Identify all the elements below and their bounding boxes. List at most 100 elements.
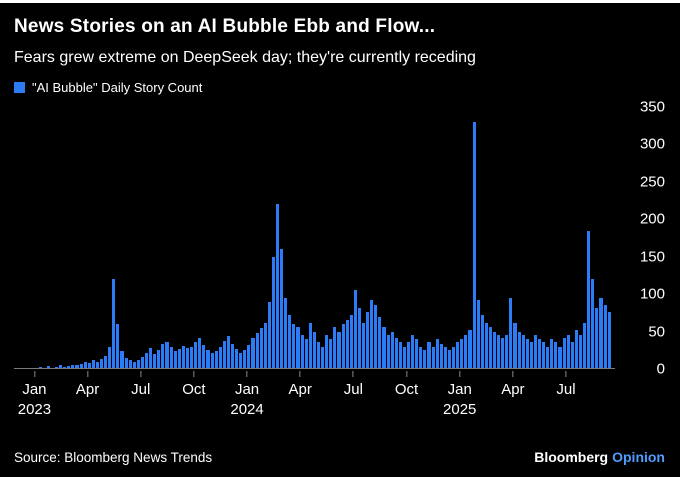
bar bbox=[460, 339, 464, 369]
x-axis-label: Jul bbox=[131, 380, 151, 398]
bar bbox=[46, 366, 50, 369]
bar bbox=[214, 351, 218, 369]
bar bbox=[185, 348, 190, 369]
bar bbox=[435, 339, 439, 369]
bar bbox=[99, 358, 104, 369]
bar bbox=[312, 331, 316, 369]
bar bbox=[607, 312, 611, 369]
bar bbox=[538, 339, 542, 369]
bar bbox=[63, 366, 67, 369]
footer: Source: Bloomberg News Trends Bloomberg O… bbox=[14, 449, 665, 465]
brand-bloomberg: Bloomberg bbox=[534, 449, 609, 465]
bar bbox=[386, 334, 390, 369]
bar bbox=[251, 337, 255, 369]
bar bbox=[292, 324, 296, 369]
chart-title: News Stories on an AI Bubble Ebb and Flo… bbox=[14, 16, 436, 37]
y-axis-label: 150 bbox=[639, 248, 665, 266]
bar bbox=[329, 339, 333, 369]
bar bbox=[488, 327, 492, 369]
bar bbox=[587, 230, 591, 369]
bar bbox=[456, 342, 460, 369]
bar bbox=[492, 331, 497, 369]
bar bbox=[570, 342, 574, 369]
brand-opinion: Opinion bbox=[612, 449, 665, 465]
y-axis-label: 350 bbox=[639, 98, 665, 116]
bar bbox=[525, 339, 529, 369]
bar bbox=[484, 322, 488, 369]
x-axis-tick: Apr bbox=[289, 370, 312, 400]
x-axis-tick: Jul bbox=[556, 370, 576, 400]
bar bbox=[517, 331, 521, 369]
bar bbox=[337, 331, 341, 369]
bar bbox=[67, 366, 71, 369]
bar bbox=[431, 346, 435, 369]
bar bbox=[247, 345, 251, 369]
bar bbox=[325, 334, 329, 369]
bar bbox=[181, 345, 185, 369]
chart: Jan 2023 Apr Jul Oct Jan 2024 Apr Jul Oct Jan 2025 A… bbox=[14, 98, 665, 421]
bar bbox=[402, 346, 406, 369]
bar bbox=[75, 365, 79, 369]
x-axis-label: Apr bbox=[75, 380, 100, 398]
bar bbox=[79, 363, 83, 369]
bar bbox=[357, 307, 361, 369]
bar bbox=[521, 334, 525, 369]
bar bbox=[353, 290, 357, 369]
bar bbox=[206, 349, 210, 369]
bar bbox=[239, 352, 243, 369]
bar bbox=[316, 342, 321, 369]
bar bbox=[267, 301, 271, 369]
bar bbox=[243, 349, 247, 369]
bar bbox=[407, 342, 411, 369]
bar bbox=[120, 351, 124, 369]
bar bbox=[259, 327, 263, 369]
bar bbox=[447, 349, 452, 369]
tick-mark bbox=[87, 370, 89, 377]
bar bbox=[321, 346, 325, 369]
bar bbox=[296, 327, 300, 369]
legend-label: "AI Bubble" Daily Story Count bbox=[32, 79, 203, 95]
bar bbox=[157, 349, 161, 369]
brand-logo: Bloomberg Opinion bbox=[534, 449, 665, 465]
bar bbox=[198, 337, 202, 369]
bar bbox=[599, 297, 603, 369]
x-axis-label: Jan bbox=[447, 380, 472, 398]
bar bbox=[394, 337, 398, 369]
bar bbox=[276, 204, 280, 369]
bar bbox=[513, 322, 517, 369]
bar bbox=[54, 366, 59, 369]
bar bbox=[190, 346, 194, 369]
bar bbox=[38, 366, 42, 369]
tick-mark bbox=[565, 370, 567, 377]
bar bbox=[140, 357, 144, 369]
tick-mark bbox=[512, 370, 514, 377]
bar bbox=[173, 351, 177, 369]
bar bbox=[202, 345, 206, 369]
bar bbox=[218, 346, 222, 369]
legend: "AI Bubble" Daily Story Count bbox=[14, 80, 665, 95]
x-axis-tick: Apr bbox=[75, 370, 100, 400]
x-axis-tick: Apr bbox=[501, 370, 525, 400]
bar bbox=[136, 360, 140, 369]
bar bbox=[464, 334, 468, 369]
tick-mark bbox=[33, 370, 35, 377]
bar bbox=[415, 339, 419, 369]
y-axis-label: 100 bbox=[639, 285, 665, 303]
bar bbox=[226, 336, 230, 369]
x-axis-tick: Jan 2024 bbox=[230, 370, 264, 421]
bar bbox=[378, 316, 382, 369]
bar bbox=[112, 279, 116, 369]
bar bbox=[361, 322, 366, 369]
tick-mark bbox=[140, 370, 142, 377]
y-axis-label: 300 bbox=[639, 135, 665, 153]
bar bbox=[566, 334, 570, 369]
bar bbox=[558, 346, 562, 369]
x-axis-label: Jan bbox=[22, 380, 47, 398]
x-axis-label: Jul bbox=[556, 380, 576, 398]
bars bbox=[14, 107, 611, 369]
chart-subtitle: Fears grew extreme on DeepSeek day; they… bbox=[14, 48, 476, 66]
bar bbox=[497, 334, 501, 369]
bar bbox=[165, 342, 169, 369]
bar bbox=[271, 256, 275, 369]
bar bbox=[308, 322, 312, 369]
